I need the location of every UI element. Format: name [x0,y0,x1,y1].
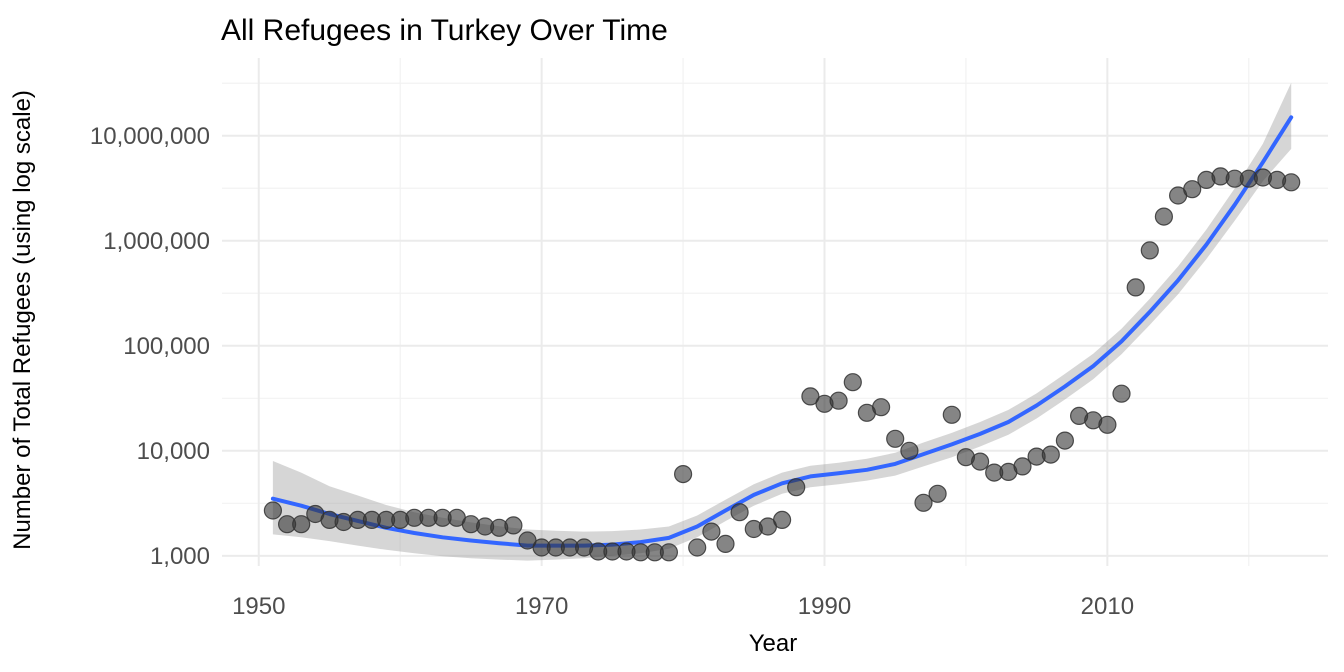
trend-line [270,115,1294,548]
data-point [504,516,523,535]
y-tick-label: 10,000 [137,438,210,465]
data-point [1282,173,1301,192]
y-tick-labels: 1,000 10,000 100,000 1,000,000 10,000,000 [90,123,210,570]
data-point [928,484,947,503]
data-point [716,534,735,554]
y-tick-label: 100,000 [123,333,210,360]
data-point [871,398,891,417]
data-point [772,510,792,530]
data-point [659,543,679,562]
data-point [730,503,749,522]
data-point [1154,207,1174,226]
grid [222,58,1328,566]
data-point [900,441,919,460]
data-point [292,515,311,534]
x-axis-title: Year [749,630,798,657]
data-point [1140,241,1159,260]
x-tick-labels: 1950 1970 1990 2010 [232,593,1134,620]
data-point [886,429,905,448]
x-tick-label: 1950 [232,593,285,620]
data-point [1112,384,1131,403]
y-tick-label: 10,000,000 [90,123,210,150]
data-point [914,493,933,512]
points-layer [263,167,1301,562]
data-point [1098,415,1117,434]
x-tick-label: 1990 [798,593,851,620]
data-point [843,373,862,392]
data-point [1041,445,1060,464]
data-point [673,465,693,484]
data-point [801,387,820,406]
y-tick-label: 1,000 [150,543,210,570]
chart-title: All Refugees in Turkey Over Time [221,14,668,47]
trend-line-layer [270,115,1294,548]
y-axis-title: Number of Total Refugees (using log scal… [9,90,36,550]
data-point [688,538,707,557]
data-point [1126,278,1145,297]
data-point [263,501,282,520]
data-point [702,522,721,541]
data-point [1013,457,1032,476]
data-point [1183,180,1202,199]
x-tick-label: 1970 [515,593,568,620]
data-point [942,405,961,424]
data-point [787,478,806,497]
data-point [1055,431,1075,450]
y-tick-label: 1,000,000 [103,228,210,255]
data-point [970,452,990,471]
data-point [829,391,848,410]
x-tick-label: 2010 [1081,593,1134,620]
